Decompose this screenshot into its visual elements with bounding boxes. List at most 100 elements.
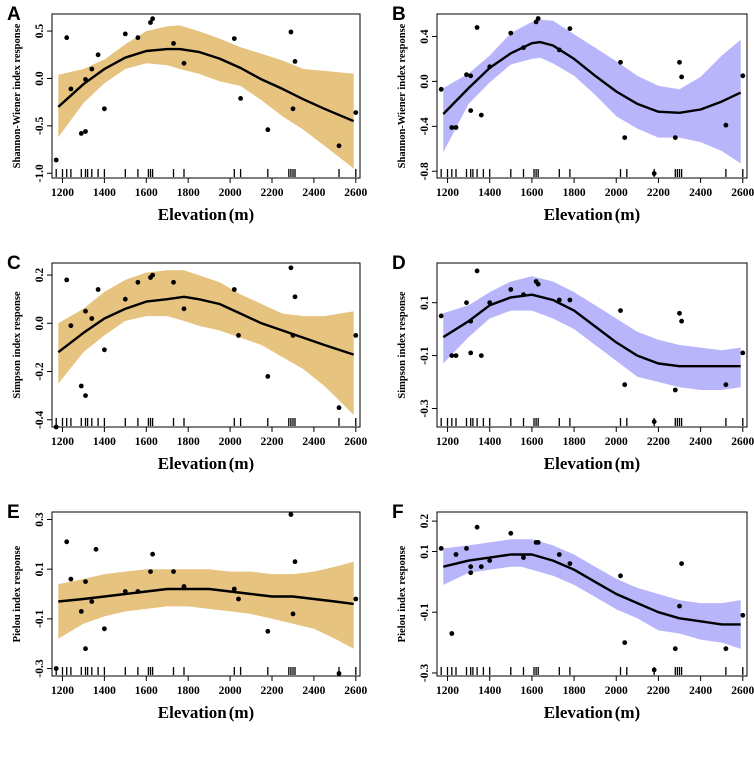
data-point (740, 350, 746, 356)
fitted-curve (58, 587, 354, 606)
data-point (171, 41, 176, 46)
data-point (487, 64, 493, 70)
data-point (508, 30, 514, 36)
data-point (478, 112, 484, 118)
y-tick-label: 0.1 (34, 562, 46, 577)
x-tick-label: 1200 (51, 187, 74, 199)
data-point (122, 31, 128, 37)
data-point (135, 279, 141, 285)
data-point (622, 640, 628, 645)
data-point (535, 281, 541, 287)
data-point (679, 318, 684, 324)
x-axis-title: Elevation (m) (544, 703, 640, 722)
data-point (231, 586, 237, 592)
plot-frame (51, 13, 361, 179)
x-tick-label: 2000 (219, 187, 242, 199)
x-tick-label: 1600 (520, 187, 543, 199)
y-tick-label: -0.4 (419, 117, 431, 135)
data-point (135, 35, 141, 41)
data-point (78, 609, 84, 614)
data-point (487, 558, 493, 563)
data-point (265, 127, 271, 133)
data-point (150, 272, 156, 278)
data-point (83, 646, 88, 652)
data-point (83, 308, 88, 314)
confidence-band (443, 276, 741, 390)
data-point (474, 524, 480, 530)
x-tick-label: 1200 (436, 187, 459, 199)
data-point (89, 66, 95, 72)
data-point (478, 564, 484, 570)
y-tick-label: 0.1 (419, 544, 431, 559)
fitted-curve (442, 293, 741, 368)
x-axis-title: Elevation (m) (158, 205, 254, 224)
data-point (740, 612, 746, 618)
x-tick-label: 2600 (731, 187, 754, 199)
panel-letter: F (392, 502, 404, 523)
data-point (236, 596, 241, 602)
data-point (83, 129, 88, 134)
data-point (556, 47, 562, 53)
data-point (68, 323, 74, 329)
x-tick-label: 1400 (93, 685, 116, 697)
data-point (292, 294, 298, 300)
data-point (508, 287, 514, 292)
x-axis-title: Elevation (m) (158, 703, 254, 722)
panel-e: 1200 1400 1600 1800 2000 2200 2400 2600 -0.3 -0.1… (7, 502, 368, 722)
y-tick-label: -0.2 (34, 362, 46, 380)
data-point (453, 353, 459, 358)
x-tick-label: 2400 (302, 436, 325, 448)
confidence-band (58, 25, 354, 169)
x-tick-label: 2200 (647, 436, 670, 448)
data-point (83, 579, 88, 584)
data-point (148, 20, 153, 25)
fitted-curve (442, 40, 742, 115)
panel-b: 1200 1400 1600 1800 2000 2200 2400 2600 -0.8 -0.4… (392, 4, 754, 224)
x-tick-label: 2000 (605, 436, 628, 448)
data-point (487, 300, 493, 306)
x-tick-label: 1200 (51, 436, 74, 448)
data-point (468, 318, 474, 324)
y-tick-label: 0.1 (419, 295, 431, 310)
data-point (622, 135, 628, 141)
y-tick-label: -0.5 (34, 117, 46, 135)
data-point (353, 110, 359, 115)
data-point (622, 382, 628, 388)
x-axis-title: Elevation (m) (544, 454, 640, 473)
data-point (265, 628, 271, 634)
data-point (478, 353, 484, 358)
panel-c: 1200 1400 1600 1800 2000 2200 2400 2600 -0.4 -0.2… (7, 253, 368, 473)
data-point (89, 599, 95, 604)
y-tick-label: 0.5 (34, 24, 46, 39)
panel-f: 1200 1400 1600 1800 2000 2200 2400 2600 -0.3 -0.1… (392, 502, 754, 722)
x-tick-label: 1400 (478, 187, 501, 199)
data-point (438, 86, 444, 92)
y-axis-title: Shannon-Wiener index response (12, 23, 23, 168)
y-tick-label: -0.8 (419, 162, 431, 180)
fitted-curve (57, 295, 355, 356)
x-tick-label: 2000 (605, 187, 628, 199)
plot-frame (436, 13, 748, 179)
fitted-curve (443, 553, 741, 626)
x-tick-label: 1400 (93, 187, 116, 199)
data-point (535, 540, 541, 545)
x-tick-label: 1400 (478, 436, 501, 448)
data-point (521, 292, 526, 298)
data-point (679, 74, 684, 80)
data-point (353, 596, 359, 602)
x-tick-label: 1800 (177, 187, 200, 199)
x-tick-label: 1200 (436, 436, 459, 448)
x-tick-label: 2200 (261, 187, 284, 199)
y-tick-label: 0.3 (34, 512, 46, 527)
data-point (474, 25, 480, 30)
data-point (672, 135, 678, 141)
data-point (468, 350, 474, 356)
y-tick-label: -0.4 (34, 410, 46, 428)
panel-a: 1200 1400 1600 1800 2000 2200 2400 2600 -1.0 -0.5… (7, 4, 368, 224)
data-point (181, 306, 187, 312)
data-point (468, 570, 474, 576)
data-point (464, 72, 469, 78)
data-point (556, 297, 562, 303)
data-point (171, 279, 176, 285)
